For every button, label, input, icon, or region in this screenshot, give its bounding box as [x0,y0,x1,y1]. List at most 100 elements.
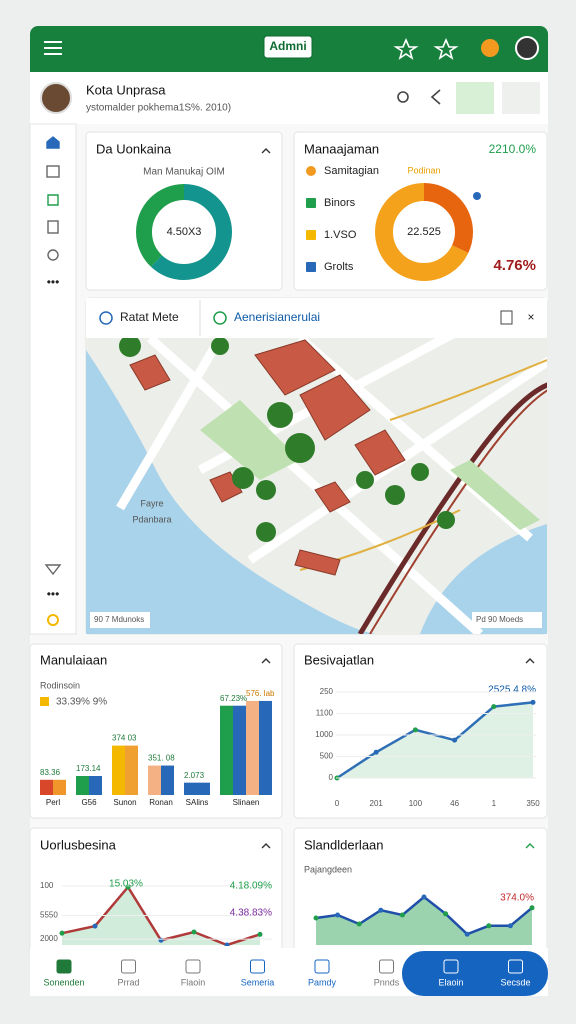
more-dots[interactable]: ••• [47,275,60,289]
nav-label[interactable]: Pamdy [308,977,337,987]
close-icon[interactable]: × [527,310,534,324]
map-place-sub: Pdanbara [132,514,171,524]
nav-icon[interactable] [443,959,459,974]
card-title: Manulaiaan [40,652,107,667]
nav-label[interactable]: Semeria [241,977,275,987]
x-tick-label: 0 [335,799,340,808]
bar [259,700,272,795]
point [257,931,263,937]
nav-icon[interactable] [379,959,394,974]
nav-pill [402,951,548,996]
bar [246,700,259,795]
point [412,727,418,733]
map-scale: 90 7 Mdunoks [94,615,144,624]
sidebar-icons[interactable] [44,136,62,626]
bar [112,745,125,795]
indicator [473,192,481,200]
y-tick-label: 0 [329,773,334,782]
action-button[interactable] [502,82,540,114]
bar [53,779,66,795]
nav-icon[interactable] [56,959,72,974]
bookmark-icon[interactable] [433,37,459,60]
legend-swatch [306,262,316,272]
nav-icon[interactable] [250,959,265,974]
map-tab[interactable]: Aenerisianerulai [234,310,320,324]
donut-segment [136,184,232,280]
nav-icon[interactable] [185,959,201,974]
bar-annotation: 173.14 [76,764,101,773]
bar [40,779,53,795]
delta: 4.76% [493,257,536,274]
nav-label[interactable]: Flaoin [181,977,206,987]
sidebar [29,123,77,635]
scale-box [90,612,150,628]
header-subtitle: ystomalder pokhema1S%. 2010) [86,103,231,114]
avatar[interactable] [515,36,539,60]
nav-icon[interactable] [314,959,330,974]
point [59,930,65,936]
legend-text: 33.39% 9% [56,697,107,708]
y-tick-label: 250 [320,687,334,696]
point [443,911,449,917]
bar-annotation: 2.073 [184,771,205,780]
point [191,929,197,935]
area [62,887,260,945]
y-tick-label: 5550 [40,911,58,920]
bar [76,776,89,795]
x-tick-label: 201 [370,799,384,808]
nav-label[interactable]: Secsde [500,977,530,987]
search-icon[interactable] [397,91,409,103]
card-title: Besivajatlan [304,652,374,667]
x-tick-label: 100 [409,799,423,808]
collapse-icons[interactable] [261,148,535,849]
donut-segment [375,183,473,281]
tab-icon [213,311,227,325]
more-dots[interactable]: ••• [47,587,60,601]
badge-icon[interactable] [481,39,499,57]
nav-label[interactable]: Elaoin [438,977,463,987]
point [452,737,458,743]
y-tick-label: 1100 [316,709,334,718]
point [464,931,470,937]
line-label: 15.03% [109,879,143,890]
menu-icon[interactable] [44,41,62,55]
point [421,894,427,900]
nav-label[interactable]: Pnnds [374,977,400,987]
card-title: Uorlusbesina [40,837,117,852]
bar [220,705,233,795]
nav-label[interactable]: Sonenden [43,977,84,987]
action-button[interactable] [456,82,494,114]
change: 2210.0% [489,142,537,156]
area [337,702,533,778]
legend-text: Grolts [324,261,354,273]
card-subtitle: Pajangdeen [304,864,352,874]
nav-icon[interactable] [121,959,136,974]
point [529,905,535,911]
tab-icon [99,311,113,325]
nav-icon[interactable] [508,959,523,974]
nav-label[interactable]: Prrad [117,977,139,987]
bar-annotation: 67.23% [220,694,247,703]
x-tick-label: Perl [46,798,60,807]
legend-text: Samitagian [324,165,379,177]
x-tick-label: G56 [81,798,97,807]
expand-icon[interactable] [500,310,513,325]
card-label: Man Manukaj OIM [143,167,225,178]
donut-center: 22.525 [407,226,441,238]
map[interactable] [86,330,560,634]
point [373,749,379,755]
map-tab[interactable]: Ratat Mete [120,310,179,324]
share-icon[interactable] [430,89,441,105]
bar [197,782,210,795]
y-tick-label: 100 [40,881,54,890]
bar-annotation: 576. lab [246,689,275,698]
legend-swatch [306,166,316,176]
point [399,912,405,918]
star-icon[interactable] [393,37,419,60]
x-tick-label: Slinaen [233,798,260,807]
map-scale: Pd 90 Moeds [476,615,523,624]
donut-center: 4.50X3 [167,226,202,238]
y-tick-label: 1000 [315,730,333,739]
map-place: Fayre [140,498,163,508]
